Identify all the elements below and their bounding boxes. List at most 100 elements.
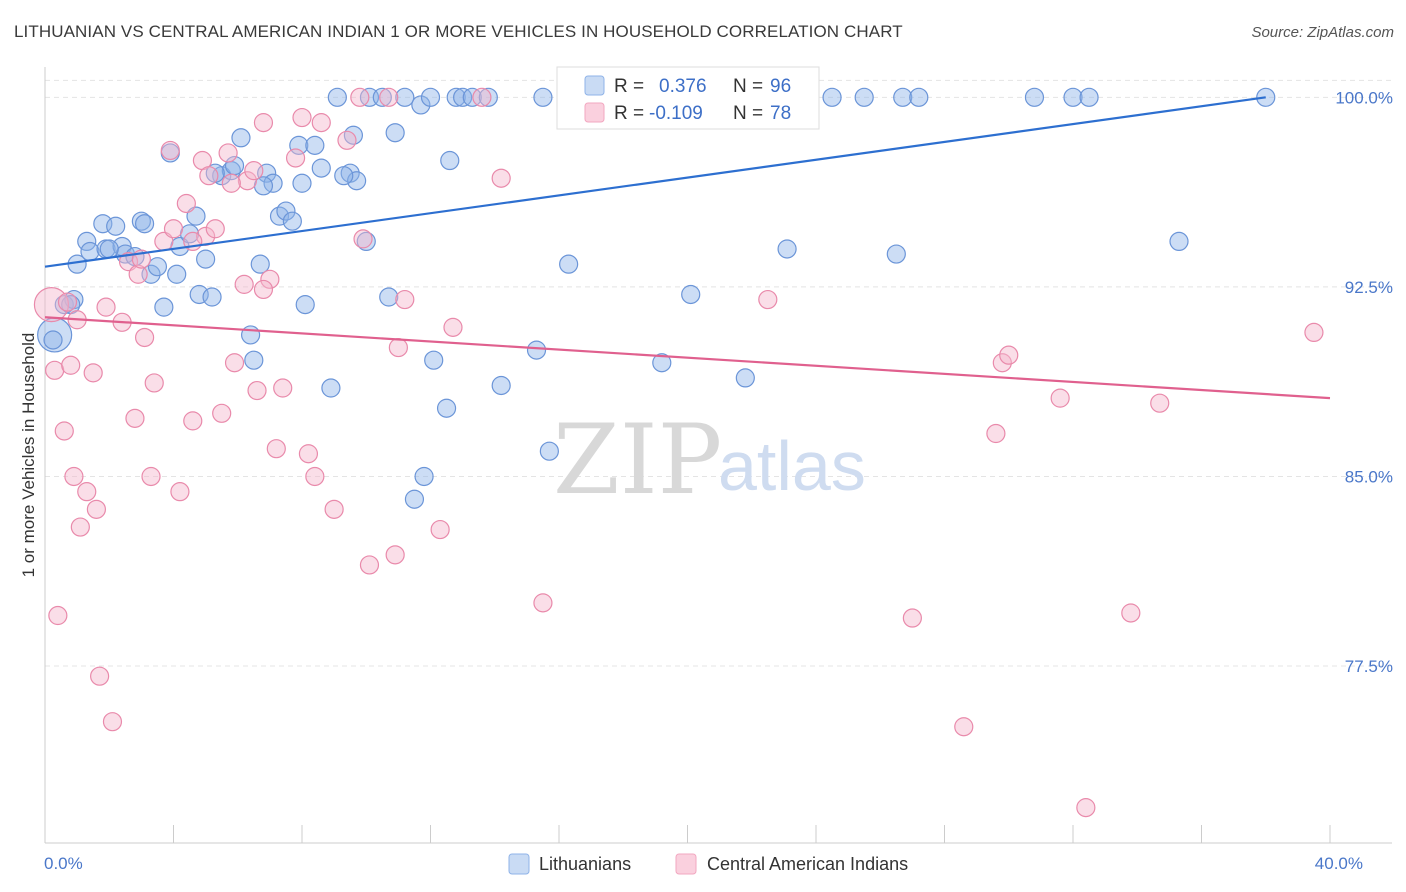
data-point <box>43 330 63 350</box>
data-point <box>298 444 319 464</box>
data-point <box>160 140 180 161</box>
data-point <box>379 87 399 107</box>
y-tick-label: 77.5% <box>1345 657 1393 676</box>
data-point <box>96 297 116 317</box>
data-point <box>478 87 498 107</box>
data-point <box>1076 798 1096 818</box>
data-point <box>414 466 434 487</box>
data-point <box>99 239 119 259</box>
data-point <box>1063 87 1083 107</box>
data-point <box>183 411 203 431</box>
data-point <box>491 375 511 396</box>
data-point <box>54 421 74 441</box>
data-point <box>77 482 97 502</box>
data-point <box>80 241 100 262</box>
data-point <box>954 717 974 737</box>
data-point <box>45 360 65 380</box>
data-point <box>462 87 482 107</box>
legend-r-value-1: 0.376 <box>659 76 707 97</box>
data-point <box>147 257 168 277</box>
data-point <box>269 206 290 226</box>
data-point <box>854 87 874 107</box>
data-point <box>234 274 254 294</box>
data-point <box>128 264 148 284</box>
data-point <box>1169 231 1189 252</box>
data-point <box>999 345 1019 365</box>
legend-swatch-lithuanians <box>584 75 605 96</box>
series-central-american-indians <box>33 87 1324 818</box>
data-point <box>253 279 274 300</box>
data-point <box>276 201 296 221</box>
data-point <box>526 340 547 360</box>
data-point <box>385 123 405 143</box>
data-point <box>411 95 431 115</box>
data-point <box>321 378 341 398</box>
data-point <box>424 350 444 370</box>
data-point <box>253 113 274 133</box>
legend-n-value-2: 78 <box>770 103 791 124</box>
data-point <box>282 211 302 231</box>
data-point <box>372 87 392 107</box>
data-point <box>212 403 232 423</box>
data-point <box>559 254 579 274</box>
data-point <box>64 466 84 487</box>
y-tick-label: 85.0% <box>1345 467 1393 486</box>
legend-n-label-1: N = <box>733 76 763 97</box>
data-point <box>472 87 492 107</box>
y-tick-label: 100.0% <box>1335 88 1393 107</box>
data-point <box>61 355 81 375</box>
data-point <box>170 482 190 502</box>
data-point <box>533 87 553 107</box>
legend-r-label-1: R = <box>614 76 644 97</box>
data-point <box>247 380 267 401</box>
data-point <box>446 87 466 107</box>
legend-r-label-2: R = <box>614 103 644 124</box>
data-point <box>86 499 107 519</box>
bottom-legend: Lithuanians Central American Indians <box>508 853 908 875</box>
trend-line-central-american-indians <box>44 316 1331 400</box>
data-point <box>244 161 264 181</box>
data-point <box>681 284 701 305</box>
data-point <box>125 408 145 428</box>
data-point <box>131 211 151 231</box>
data-point <box>144 373 164 393</box>
data-point <box>395 87 415 107</box>
data-point <box>777 239 797 259</box>
x-tick-label: 0.0% <box>44 854 83 873</box>
data-point <box>491 168 511 188</box>
data-point <box>1304 322 1324 343</box>
data-point <box>652 353 672 373</box>
bottom-legend-swatch-central-american-indians <box>675 853 697 875</box>
data-point <box>353 229 373 249</box>
data-point <box>886 244 906 264</box>
data-point <box>218 143 238 163</box>
data-point <box>440 150 460 171</box>
data-point <box>163 219 184 239</box>
data-point <box>305 466 325 487</box>
data-point <box>57 292 78 312</box>
data-point <box>33 287 70 323</box>
data-point <box>90 666 110 686</box>
data-point <box>134 214 155 234</box>
data-point <box>324 499 344 519</box>
data-point <box>224 353 245 373</box>
data-point <box>186 206 206 226</box>
data-point <box>388 337 408 358</box>
data-point <box>430 519 450 540</box>
data-point <box>395 289 415 310</box>
data-point <box>909 87 929 107</box>
data-point <box>986 423 1006 444</box>
data-point <box>992 353 1012 373</box>
data-point <box>167 264 187 284</box>
data-point <box>343 125 363 145</box>
watermark-atlas: atlas <box>718 427 866 505</box>
legend-box: R = 0.376 N = 96 R = -0.109 N = 78 <box>556 66 820 130</box>
data-point <box>241 325 261 345</box>
data-point <box>385 545 405 565</box>
data-point <box>48 605 68 626</box>
legend-n-value-1: 96 <box>770 76 791 97</box>
data-point <box>154 297 174 317</box>
data-point <box>285 148 306 168</box>
data-point <box>311 113 331 133</box>
